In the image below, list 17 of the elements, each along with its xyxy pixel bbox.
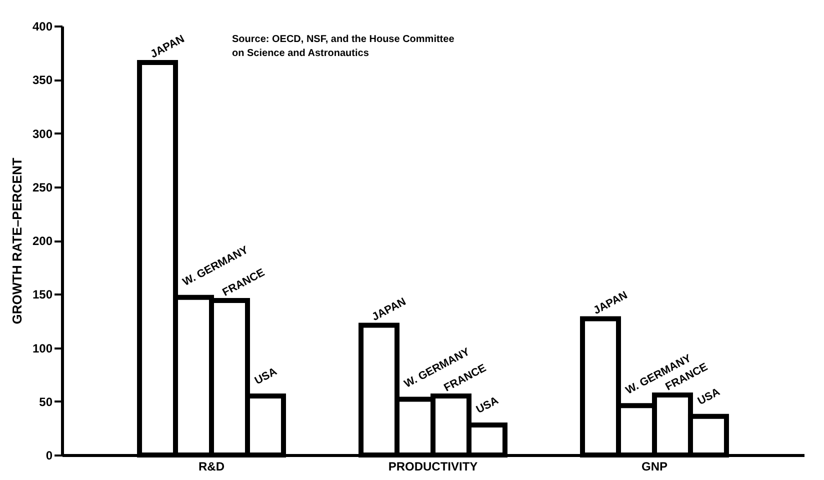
y-tick-label: 100 <box>32 341 53 356</box>
x-tick-label: PRODUCTIVITY <box>388 460 478 474</box>
y-tick-label: 150 <box>32 288 53 302</box>
y-tick-label: 250 <box>32 180 53 194</box>
y-tick-label: 300 <box>32 126 53 141</box>
y-tick-label: 50 <box>39 394 53 409</box>
x-tick-label: R&D <box>198 460 225 474</box>
y-tick-label: 350 <box>32 73 53 88</box>
text: USA <box>696 386 722 408</box>
text: USA <box>252 366 280 388</box>
annotation: Source: OECD, NSF, and the House Committee on Science and Astronautics <box>232 34 455 59</box>
y-tick-label: 200 <box>32 234 53 248</box>
y-tick-label: 400 <box>32 20 53 34</box>
x-tick-label: GNP <box>641 460 668 474</box>
y-axis-title: GROWTH RATE–PERCENT <box>9 158 24 324</box>
y-tick-label: 0 <box>46 448 53 462</box>
text: USA <box>474 394 501 416</box>
